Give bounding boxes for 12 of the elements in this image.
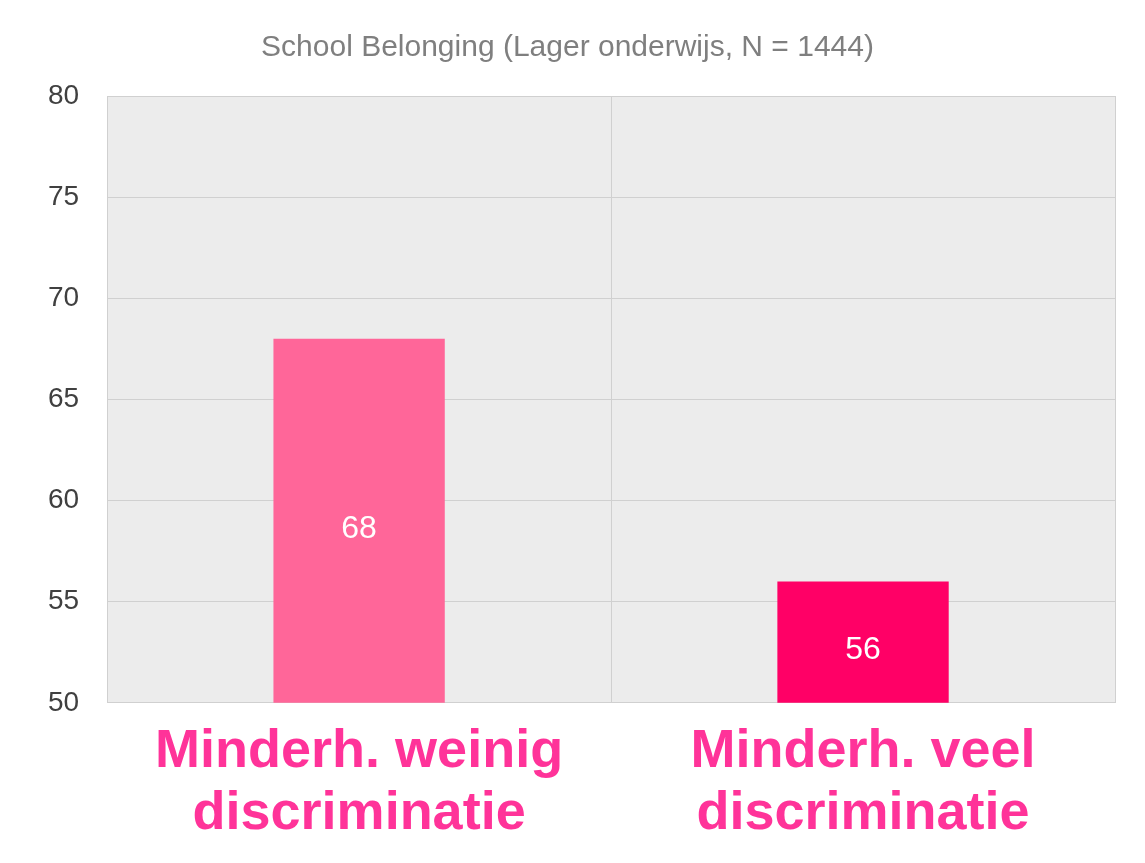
y-tick-label: 70 bbox=[47, 280, 80, 312]
data-label: 56 bbox=[845, 629, 881, 666]
x-tick-label: Minderh. weinig discriminatie bbox=[155, 717, 564, 840]
y-tick-label: 80 bbox=[47, 78, 80, 110]
y-tick-label: 75 bbox=[47, 179, 80, 211]
data-label: 68 bbox=[341, 508, 377, 545]
y-tick-label: 55 bbox=[47, 584, 80, 616]
x-tick-label: Minderh. veel discriminatie bbox=[690, 717, 1036, 840]
y-tick-label: 65 bbox=[47, 382, 80, 414]
y-tick-label: 50 bbox=[47, 685, 80, 717]
y-tick-label: 60 bbox=[47, 483, 80, 515]
chart-title: School Belonging (Lager onderwijs, N = 1444) bbox=[261, 29, 874, 63]
